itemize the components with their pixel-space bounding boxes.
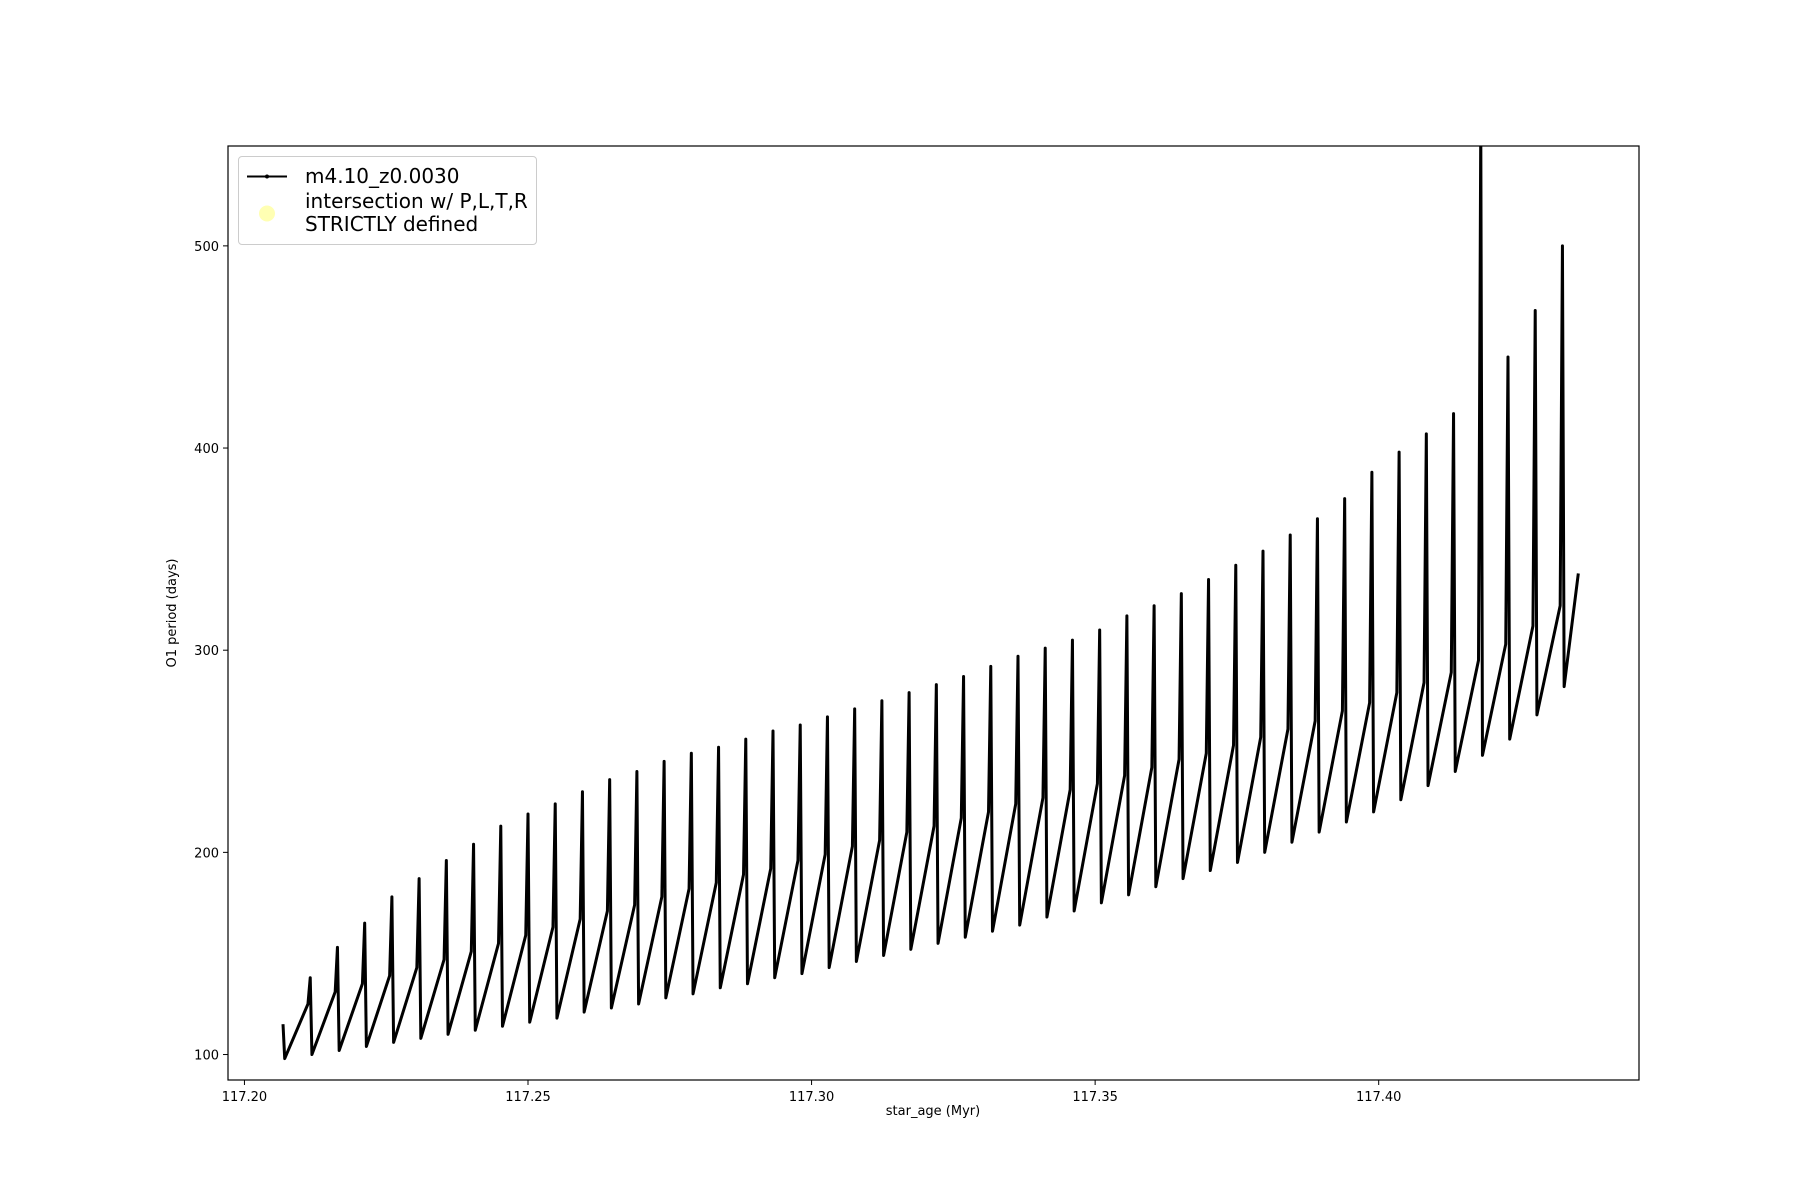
- legend-marker: [259, 205, 275, 221]
- legend-label: m4.10_z0.0030: [305, 164, 460, 188]
- legend-swatch: [247, 174, 287, 179]
- legend: m4.10_z0.0030 intersection w/ P,L,T,R STR…: [238, 156, 537, 245]
- legend-key: [245, 202, 289, 225]
- y-tick-label: 100: [194, 1049, 219, 1064]
- y-tick-label: 300: [194, 644, 219, 659]
- legend-key: [245, 165, 289, 188]
- y-axis-label: O1 period (days): [165, 558, 180, 667]
- legend-swatch: [259, 205, 275, 221]
- legend-entry: m4.10_z0.0030: [245, 165, 528, 188]
- legend-label: intersection w/ P,L,T,R STRICTLY defined: [305, 189, 528, 236]
- x-tick-label: 117.40: [1356, 1090, 1402, 1105]
- x-tick-label: 117.35: [1072, 1090, 1118, 1105]
- x-tick-label: 117.25: [505, 1090, 551, 1105]
- y-tick-label: 200: [194, 846, 219, 861]
- legend-marker: [265, 174, 269, 179]
- y-tick-label: 500: [194, 240, 219, 255]
- legend-entry: intersection w/ P,L,T,R STRICTLY defined: [245, 190, 528, 236]
- data-line: [281, 146, 1580, 1061]
- x-tick-label: 117.30: [789, 1090, 835, 1105]
- y-tick-label: 400: [194, 442, 219, 457]
- plot-area: [227, 145, 1640, 1081]
- x-tick-label: 117.20: [222, 1090, 268, 1105]
- x-axis-label: star_age (Myr): [886, 1104, 980, 1119]
